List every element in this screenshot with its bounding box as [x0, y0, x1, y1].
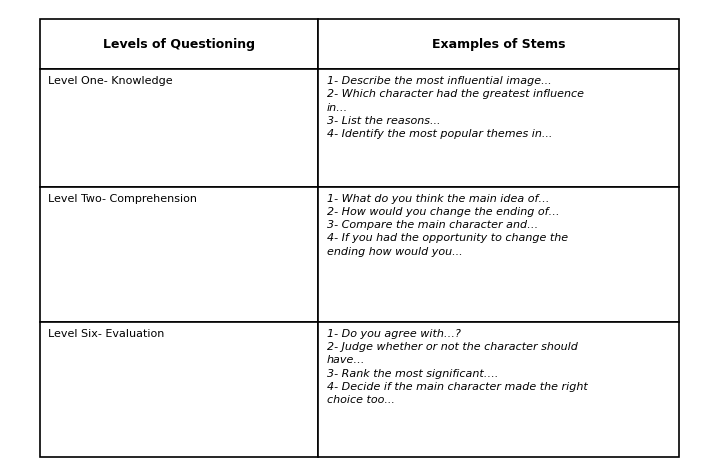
Bar	[318, 19, 679, 69]
Text: 1- Do you agree with…?
2- Judge whether or not the character should
have…
3- Ran: 1- Do you agree with…? 2- Judge whether …	[326, 329, 587, 405]
Text: Level One- Knowledge: Level One- Knowledge	[48, 76, 173, 86]
Text: Levels of Questioning: Levels of Questioning	[103, 38, 255, 50]
Bar	[40, 19, 318, 69]
Bar	[318, 69, 679, 187]
Text: Examples of Stems: Examples of Stems	[432, 38, 565, 50]
Bar	[318, 187, 679, 322]
Text: Level Six- Evaluation: Level Six- Evaluation	[48, 329, 165, 339]
Bar	[40, 322, 318, 457]
Text: 1- What do you think the main idea of…
2- How would you change the ending of…
3-: 1- What do you think the main idea of… 2…	[326, 194, 568, 257]
Text: 1- Describe the most influential image...
2- Which character had the greatest in: 1- Describe the most influential image..…	[326, 76, 584, 139]
Text: Level Two- Comprehension: Level Two- Comprehension	[48, 194, 197, 204]
Bar	[318, 322, 679, 457]
Bar	[40, 187, 318, 322]
Bar	[40, 69, 318, 187]
